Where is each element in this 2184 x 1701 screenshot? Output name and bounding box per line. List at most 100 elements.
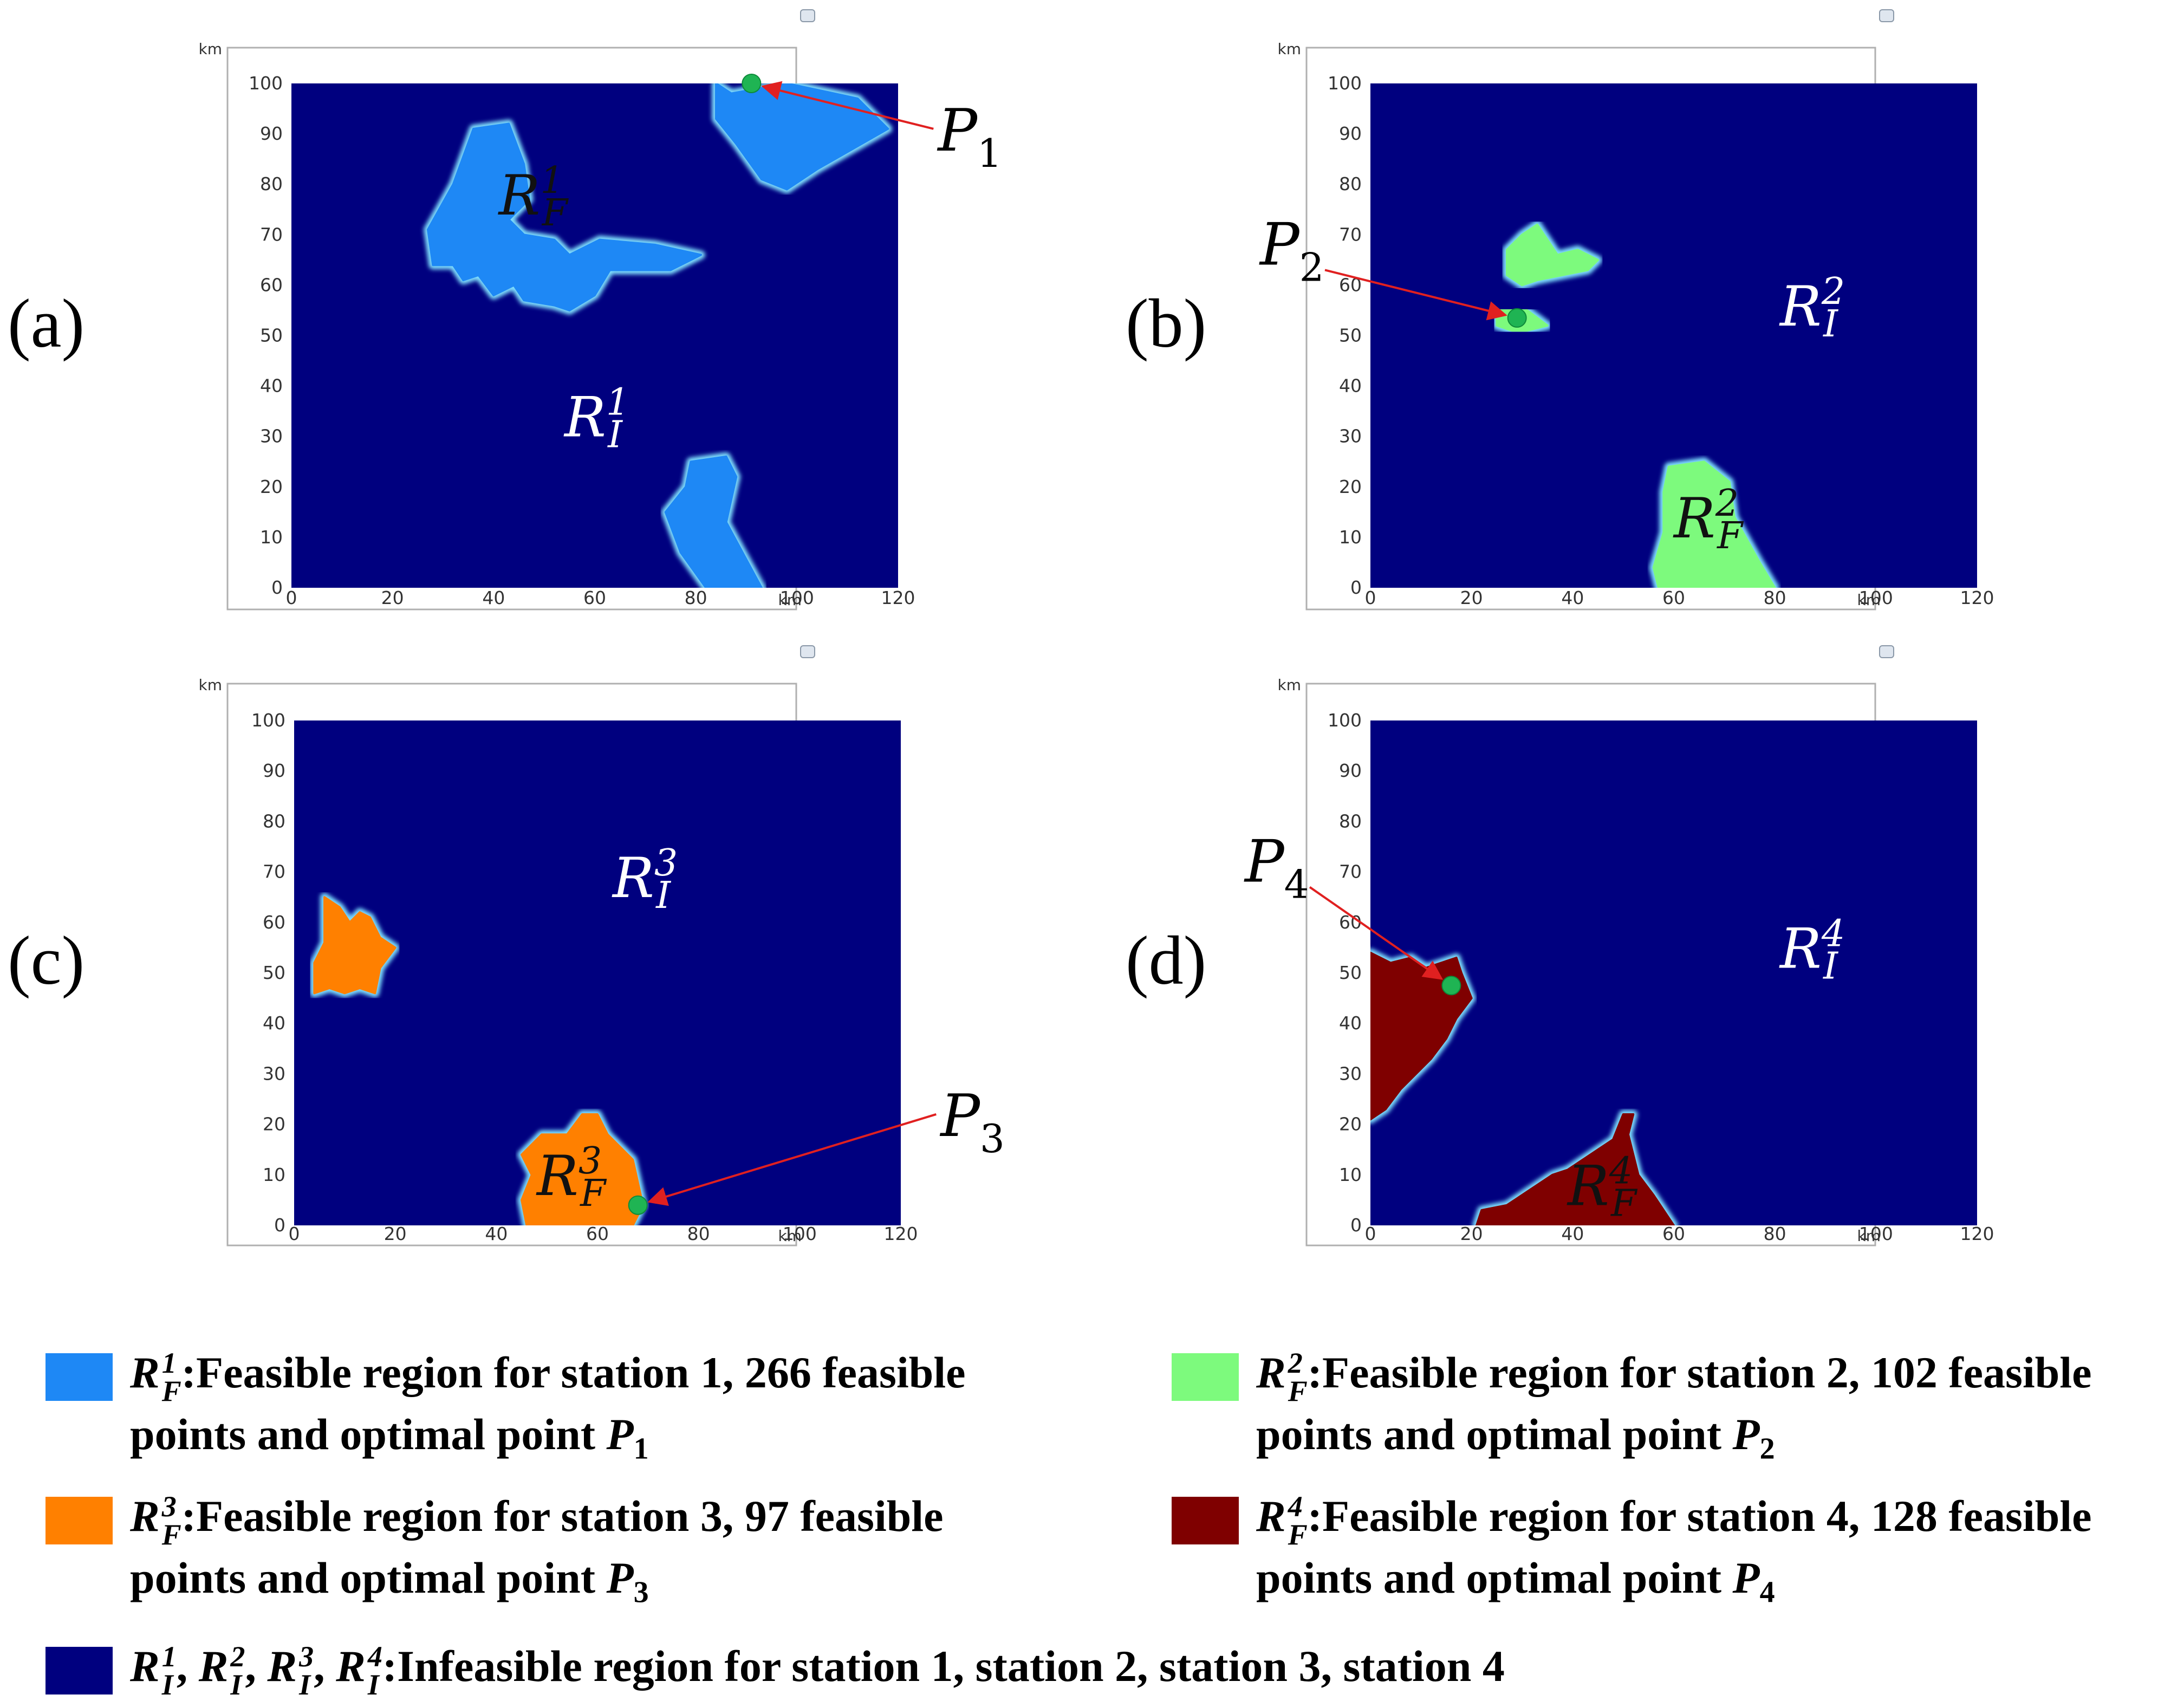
y-tick-label: 30 bbox=[1339, 426, 1362, 447]
y-tick-label: 90 bbox=[260, 123, 283, 144]
x-tick-label: 80 bbox=[687, 1223, 710, 1244]
x-tick-label: 80 bbox=[1764, 1223, 1786, 1244]
window-icon bbox=[1879, 9, 1894, 22]
y-tick-label: 20 bbox=[260, 476, 283, 497]
window-icon bbox=[1879, 645, 1894, 658]
x-tick-label: 100 bbox=[783, 1223, 817, 1244]
panel-b: 0 20 40 60 80 100 1200102030405060708090100kmk… bbox=[1126, 9, 1994, 611]
y-tick-label: 10 bbox=[1339, 1164, 1362, 1185]
panel-c: 0 20 40 60 80 100 1200102030405060708090100kmk… bbox=[8, 645, 1005, 1246]
y-tick-label: 90 bbox=[1339, 760, 1362, 781]
x-tick-label: 0 bbox=[289, 1223, 300, 1244]
y-unit-label: km bbox=[199, 676, 223, 694]
y-tick-label: 60 bbox=[263, 912, 285, 933]
feasible-region-1 bbox=[313, 896, 396, 995]
y-tick-label: 0 bbox=[271, 577, 283, 598]
optimal-point-label: P3 bbox=[939, 1082, 1004, 1161]
feasible-region-label: R4 F bbox=[1566, 1150, 1638, 1225]
infeasible-region-label: R2 I bbox=[1779, 270, 1845, 346]
legend-text-line2: points and optimal point bbox=[1256, 1410, 1733, 1459]
y-tick-label: 40 bbox=[1339, 375, 1362, 397]
optimal-point-arrow bbox=[761, 81, 934, 130]
y-tick-label: 50 bbox=[1339, 962, 1362, 983]
x-tick-label: 20 bbox=[1460, 1223, 1483, 1244]
feasible-region-3 bbox=[664, 455, 763, 588]
y-tick-label: 30 bbox=[263, 1063, 285, 1084]
y-tick-label: 70 bbox=[1339, 861, 1362, 882]
legend-swatch-feasible-2 bbox=[1172, 1353, 1239, 1401]
x-tick-label: 60 bbox=[586, 1223, 609, 1244]
feasible-region-label: R1 F bbox=[498, 159, 569, 235]
panel-a: 0 20 40 60 80 100 1200102030405060708090100kmk… bbox=[8, 9, 1002, 611]
infeasible-region-label: R3 I bbox=[612, 842, 678, 917]
feasible-region-label: R3 F bbox=[536, 1140, 607, 1215]
feasible-region-2 bbox=[427, 122, 702, 311]
x-unit-label: km bbox=[778, 591, 802, 609]
infeasible-region-label: R4 I bbox=[1779, 913, 1845, 988]
legend-text-line1: :Feasible region for station 1, 266 feas… bbox=[181, 1348, 966, 1397]
panel-label: (d) bbox=[1126, 922, 1206, 999]
optimal-point-arrow bbox=[1309, 886, 1444, 980]
feasible-region-2 bbox=[1476, 1113, 1675, 1225]
legend-text-line1: :Feasible region for station 2, 102 feas… bbox=[1307, 1348, 2092, 1397]
x-tick-label: 40 bbox=[1561, 1223, 1584, 1244]
optimal-point-label: P1 bbox=[937, 97, 1002, 176]
panel-label: (c) bbox=[8, 922, 84, 999]
x-tick-label: 0 bbox=[1365, 587, 1376, 608]
x-tick-label: 0 bbox=[286, 587, 297, 608]
panel-label: (a) bbox=[8, 285, 84, 362]
optimal-point bbox=[742, 74, 762, 93]
panel-label: (b) bbox=[1126, 285, 1206, 362]
legend-text-line1: :Feasible region for station 3, 97 feasi… bbox=[181, 1491, 944, 1541]
y-unit-label: km bbox=[199, 40, 223, 58]
x-tick-label: 60 bbox=[1662, 1223, 1685, 1244]
y-tick-label: 10 bbox=[263, 1164, 285, 1185]
x-tick-label: 120 bbox=[1960, 1223, 1994, 1244]
legend-item-feasible-3: R 3 F:Feasible region for station 3, 97 fe… bbox=[46, 1487, 944, 1622]
y-tick-label: 20 bbox=[1339, 476, 1362, 497]
optimal-point bbox=[1507, 308, 1527, 328]
legend-item-feasible-2: R 2 F:Feasible region for station 2, 102 f… bbox=[1172, 1343, 2092, 1478]
legend-text-line2: points and optimal point bbox=[130, 1553, 607, 1603]
y-tick-label: 0 bbox=[1350, 1215, 1362, 1236]
optimal-point bbox=[1441, 976, 1461, 996]
feasible-regions bbox=[310, 893, 647, 1225]
legend-text-line1: :Feasible region for station 4, 128 feas… bbox=[1307, 1491, 2092, 1541]
legend-text-infeasible: :Infeasible region for station 1, statio… bbox=[382, 1641, 1505, 1691]
infeasible-region-label: R1 I bbox=[563, 381, 629, 457]
y-tick-label: 100 bbox=[249, 73, 283, 94]
y-tick-label: 30 bbox=[1339, 1063, 1362, 1084]
x-tick-label: 40 bbox=[482, 587, 505, 608]
y-tick-label: 100 bbox=[1328, 73, 1362, 94]
legend-text-line2: points and optimal point bbox=[1256, 1553, 1733, 1603]
x-unit-label: km bbox=[1857, 591, 1881, 609]
legend-swatch-feasible-1 bbox=[46, 1353, 113, 1401]
figure: 0 20 40 60 80 100 1200102030405060708090100kmk… bbox=[8, 9, 1994, 1246]
x-tick-label: 80 bbox=[685, 587, 707, 608]
y-tick-label: 80 bbox=[1339, 810, 1362, 832]
feasible-region-1 bbox=[1506, 223, 1599, 287]
optimal-point-label: P4 bbox=[1244, 828, 1309, 907]
x-tick-label: 20 bbox=[381, 587, 404, 608]
feasible-regions bbox=[1492, 220, 1779, 588]
x-tick-label: 0 bbox=[1365, 1223, 1376, 1244]
optimal-point-arrow bbox=[647, 1113, 937, 1206]
x-unit-label: km bbox=[778, 1227, 802, 1245]
legend-swatch-infeasible bbox=[46, 1647, 113, 1694]
optimal-point-arrow bbox=[1324, 269, 1507, 321]
y-tick-label: 80 bbox=[260, 173, 283, 194]
x-tick-label: 100 bbox=[780, 587, 814, 608]
y-tick-label: 60 bbox=[260, 274, 283, 295]
legend-item-feasible-1: R 1 F:Feasible region for station 1, 266 f… bbox=[46, 1343, 966, 1478]
y-tick-label: 0 bbox=[1350, 577, 1362, 598]
feasible-region-3 bbox=[1652, 460, 1776, 588]
y-tick-label: 50 bbox=[263, 962, 285, 983]
